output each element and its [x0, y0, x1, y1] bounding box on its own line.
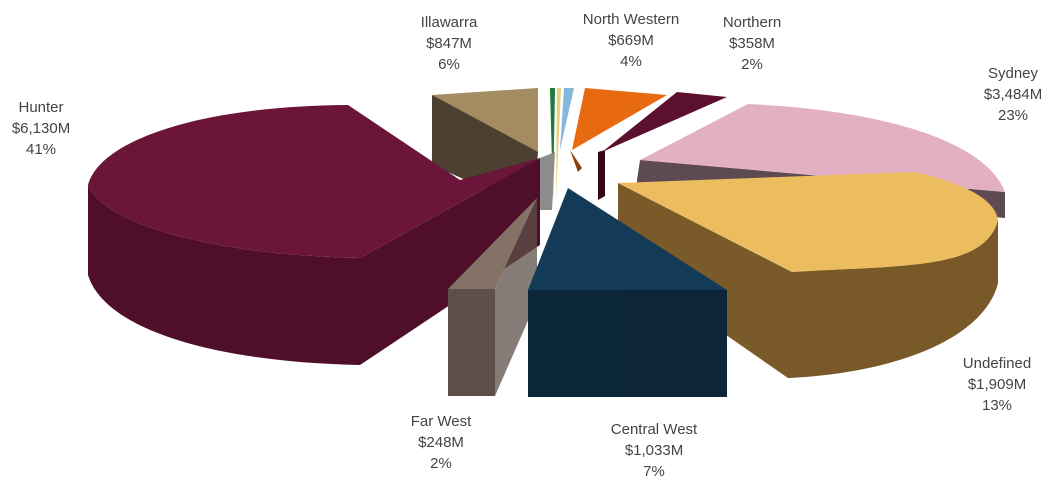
label-far-west-name: Far West — [411, 413, 472, 430]
label-undefined: Undefined $1,909M 13% — [963, 355, 1031, 414]
label-north-western-percent: 4% — [620, 53, 642, 70]
slice-illawarra-top — [432, 88, 538, 152]
label-illawarra-percent: 6% — [438, 56, 460, 73]
slice-central-west-top — [528, 188, 727, 290]
label-undefined-name: Undefined — [963, 355, 1031, 372]
slice-north-western-top — [572, 88, 667, 150]
slice-northern-side — [598, 150, 605, 200]
slice-hunter-top — [88, 105, 540, 258]
label-north-western-name: North Western — [583, 11, 679, 28]
slice-northern — [598, 92, 727, 200]
label-north-western: North Western $669M 4% — [583, 11, 679, 70]
label-north-western-value: $669M — [608, 32, 654, 49]
label-sydney: Sydney $3,484M 23% — [984, 65, 1042, 124]
slice-north-western-side — [570, 150, 582, 172]
label-central-west-value: $1,033M — [625, 442, 683, 459]
slice-undefined-top — [618, 172, 998, 272]
label-sydney-name: Sydney — [988, 65, 1039, 82]
label-hunter: Hunter $6,130M 41% — [12, 99, 70, 158]
label-hunter-name: Hunter — [18, 99, 63, 116]
slice-hunter — [88, 105, 540, 365]
label-central-west: Central West $1,033M 7% — [611, 421, 698, 480]
slice-far-west-top — [448, 198, 537, 289]
label-far-west-value: $248M — [418, 434, 464, 451]
label-illawarra-value: $847M — [426, 35, 472, 52]
slice-hunter-side — [88, 158, 540, 365]
label-northern-value: $358M — [729, 35, 775, 52]
slice-north-western — [570, 88, 667, 172]
slice-central-west-side-shade — [620, 290, 727, 397]
label-northern-name: Northern — [723, 14, 781, 31]
label-northern: Northern $358M 2% — [723, 14, 781, 73]
label-central-west-percent: 7% — [643, 463, 665, 480]
label-undefined-value: $1,909M — [968, 376, 1026, 393]
slice-far-west-side — [448, 289, 495, 396]
label-illawarra-name: Illawarra — [421, 14, 478, 31]
minor-slice-4 — [540, 152, 555, 210]
label-sydney-percent: 23% — [998, 107, 1028, 124]
slice-northern-top — [602, 92, 727, 152]
slices-layer — [88, 88, 1005, 397]
label-undefined-percent: 13% — [982, 397, 1012, 414]
label-illawarra: Illawarra $847M 6% — [421, 14, 478, 73]
label-far-west-percent: 2% — [430, 455, 452, 472]
label-far-west: Far West $248M 2% — [411, 413, 472, 472]
label-northern-percent: 2% — [741, 56, 763, 73]
label-central-west-name: Central West — [611, 421, 698, 438]
slice-undefined-side-shade — [788, 220, 998, 378]
slice-far-west-side-shade — [495, 198, 537, 396]
slice-central-west — [528, 188, 727, 397]
minor-slice-3 — [560, 88, 574, 150]
minor-slice-2 — [556, 88, 561, 200]
slice-far-west — [448, 198, 537, 396]
label-hunter-value: $6,130M — [12, 120, 70, 137]
slice-undefined — [618, 172, 998, 378]
labels-layer: Illawarra $847M 6%North Western $669M 4%Nort… — [12, 11, 1042, 480]
label-hunter-percent: 41% — [26, 141, 56, 158]
slice-sydney-top — [640, 104, 1005, 192]
label-sydney-value: $3,484M — [984, 86, 1042, 103]
minor-slice-1 — [550, 88, 555, 200]
